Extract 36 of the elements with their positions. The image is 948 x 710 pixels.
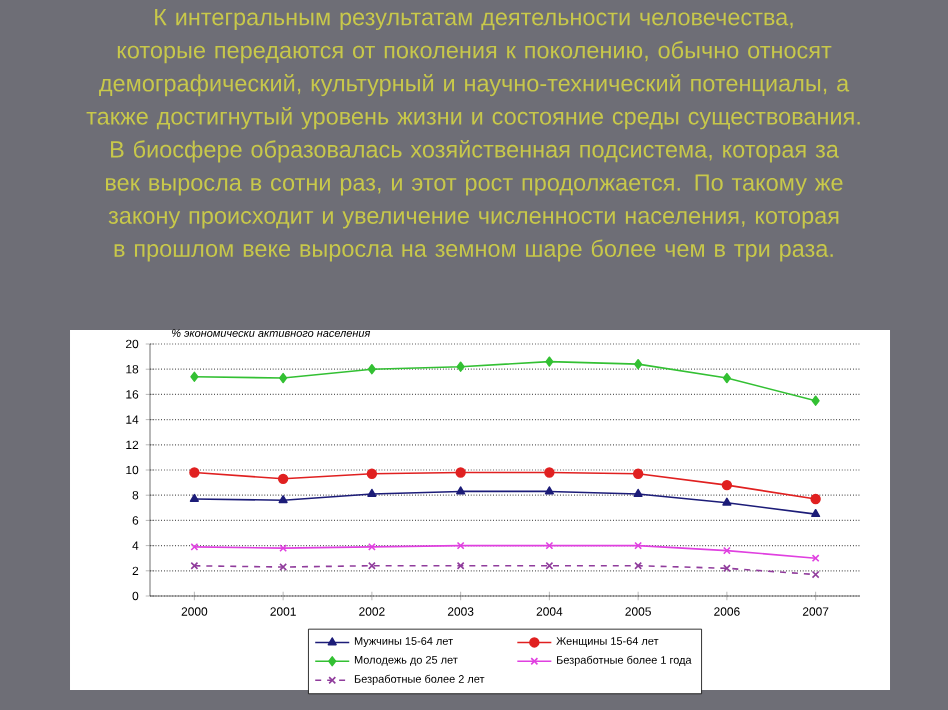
point bbox=[811, 395, 820, 406]
point bbox=[811, 508, 821, 518]
point bbox=[279, 372, 288, 384]
point bbox=[277, 473, 289, 484]
point bbox=[633, 488, 643, 497]
point bbox=[722, 497, 732, 506]
point bbox=[634, 358, 643, 370]
point bbox=[456, 361, 465, 372]
point bbox=[634, 561, 643, 570]
point bbox=[721, 479, 733, 491]
point bbox=[367, 542, 376, 551]
point bbox=[545, 356, 554, 367]
point bbox=[367, 488, 377, 497]
point bbox=[456, 486, 466, 495]
point bbox=[366, 468, 378, 479]
point bbox=[367, 364, 376, 375]
point bbox=[279, 544, 288, 553]
point bbox=[722, 372, 731, 384]
chart-title: К интегральным результатам деятельности человечества, которые передаются от поколения к поколению, обычно относят демографический, культурный и научно-технический потенциалы, а также достигнутый уровень жизни и состояние среды существования. bbox=[86, 9, 860, 130]
point bbox=[456, 541, 465, 550]
point bbox=[811, 570, 820, 579]
point bbox=[545, 561, 554, 570]
chart-subtitle: В биосфере образовалась хозяйственная подсистема, которая за век выросла в сотни раз, и этот рост продолжается. По такому же закону происходит и увеличение численности населения, которая в прошлом веке выросла на земном шаре более чем в три раза. bbox=[106, 140, 843, 262]
point bbox=[545, 541, 554, 550]
point bbox=[279, 563, 288, 571]
point bbox=[456, 561, 465, 570]
point bbox=[189, 467, 200, 478]
point bbox=[190, 371, 199, 382]
point bbox=[544, 486, 554, 495]
point bbox=[632, 468, 644, 479]
point bbox=[278, 495, 288, 504]
point bbox=[455, 467, 466, 478]
point bbox=[190, 561, 199, 570]
point bbox=[810, 493, 821, 505]
point bbox=[544, 467, 555, 478]
point bbox=[189, 493, 199, 502]
